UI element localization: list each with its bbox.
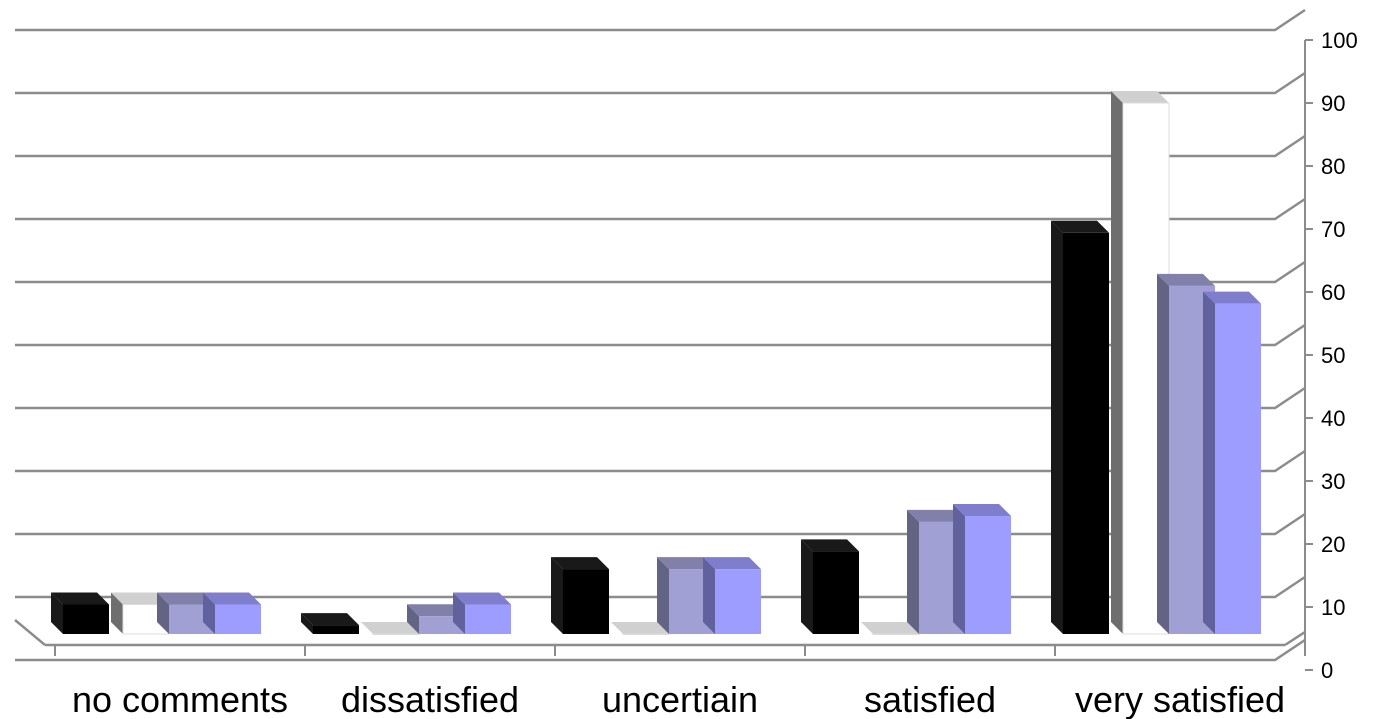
y-axis-tick-labels: 0 10 20 30 40 50 60 70 80 90 100 <box>1321 28 1358 683</box>
y-tick-label: 10 <box>1321 595 1345 620</box>
bar-top <box>157 592 215 605</box>
bar-top <box>203 592 261 605</box>
gridline <box>15 197 1306 221</box>
x-category-label: very satisfied <box>1075 679 1285 719</box>
bar-side <box>551 557 563 634</box>
y-tick-label: 40 <box>1321 406 1345 431</box>
bar-side <box>1111 91 1123 634</box>
bar-side <box>111 592 123 634</box>
gridline <box>15 134 1306 158</box>
bar-side <box>801 539 813 634</box>
bar-side <box>703 557 715 634</box>
bar <box>622 633 670 635</box>
bar-top <box>1203 291 1261 304</box>
gridline <box>15 638 1306 662</box>
bar-top <box>861 622 919 634</box>
bar <box>715 569 761 634</box>
bar <box>313 625 359 634</box>
y-tick-label: 60 <box>1321 280 1345 305</box>
bar-side <box>657 557 669 634</box>
gridline <box>15 449 1306 473</box>
bar-top <box>1157 273 1215 286</box>
bar-top <box>51 592 109 605</box>
bar-top <box>1111 91 1169 103</box>
bar-side <box>1051 220 1063 635</box>
bar-top <box>907 509 965 522</box>
bar-side <box>157 592 169 634</box>
bar <box>965 516 1011 634</box>
bar-side <box>1203 291 1215 634</box>
bar <box>813 551 859 634</box>
gridline <box>15 512 1306 536</box>
x-axis-category-labels: no comments dissatisfied uncertiain satisfi… <box>72 679 1285 719</box>
x-category-label: no comments <box>72 679 288 719</box>
bar-side <box>301 613 313 634</box>
bar-top <box>611 622 669 634</box>
bar-top <box>1051 220 1109 233</box>
bar-top <box>551 557 609 570</box>
axes <box>14 39 1313 671</box>
y-tick-label: 80 <box>1321 154 1345 179</box>
floor-right-edge <box>1284 630 1306 647</box>
y-tick-label: 30 <box>1321 469 1345 494</box>
y-tick-label: 90 <box>1321 91 1345 116</box>
bar-top <box>953 504 1011 516</box>
bar-side <box>407 604 419 634</box>
bar <box>63 604 109 634</box>
bar-top <box>111 592 169 605</box>
bar-side <box>907 509 919 634</box>
gridline <box>15 8 1306 32</box>
bar <box>563 569 609 634</box>
floor-left-edge <box>14 619 46 646</box>
x-category-label: uncertiain <box>602 679 758 719</box>
bar-side <box>1157 273 1169 634</box>
x-category-label: dissatisfied <box>341 679 519 719</box>
gridline <box>15 575 1306 599</box>
bar-top <box>657 557 715 570</box>
y-tick-label: 100 <box>1321 28 1358 53</box>
gridlines <box>15 8 1306 662</box>
bar-side <box>953 504 965 634</box>
bar-top <box>453 592 511 605</box>
bar <box>1215 303 1261 634</box>
bar <box>215 604 261 634</box>
bar-side <box>453 592 465 634</box>
bar <box>465 604 511 634</box>
bar-top <box>301 613 359 626</box>
bar <box>372 633 420 635</box>
x-category-label: satisfied <box>864 679 996 719</box>
bar <box>1063 232 1109 635</box>
bars <box>51 91 1261 635</box>
y-tick-label: 0 <box>1321 658 1333 683</box>
bar-top <box>801 539 859 552</box>
bar-side <box>203 592 215 634</box>
bar-top <box>361 622 419 634</box>
gridline <box>15 386 1306 410</box>
y-tick-label: 50 <box>1321 343 1345 368</box>
gridline <box>15 260 1306 284</box>
bar <box>872 633 920 635</box>
bar-top <box>407 604 465 617</box>
gridline <box>15 323 1306 347</box>
y-tick-label: 70 <box>1321 217 1345 242</box>
bar-side <box>51 592 63 634</box>
y-tick-label: 20 <box>1321 532 1345 557</box>
bar-top <box>703 557 761 570</box>
gridline <box>15 71 1306 95</box>
